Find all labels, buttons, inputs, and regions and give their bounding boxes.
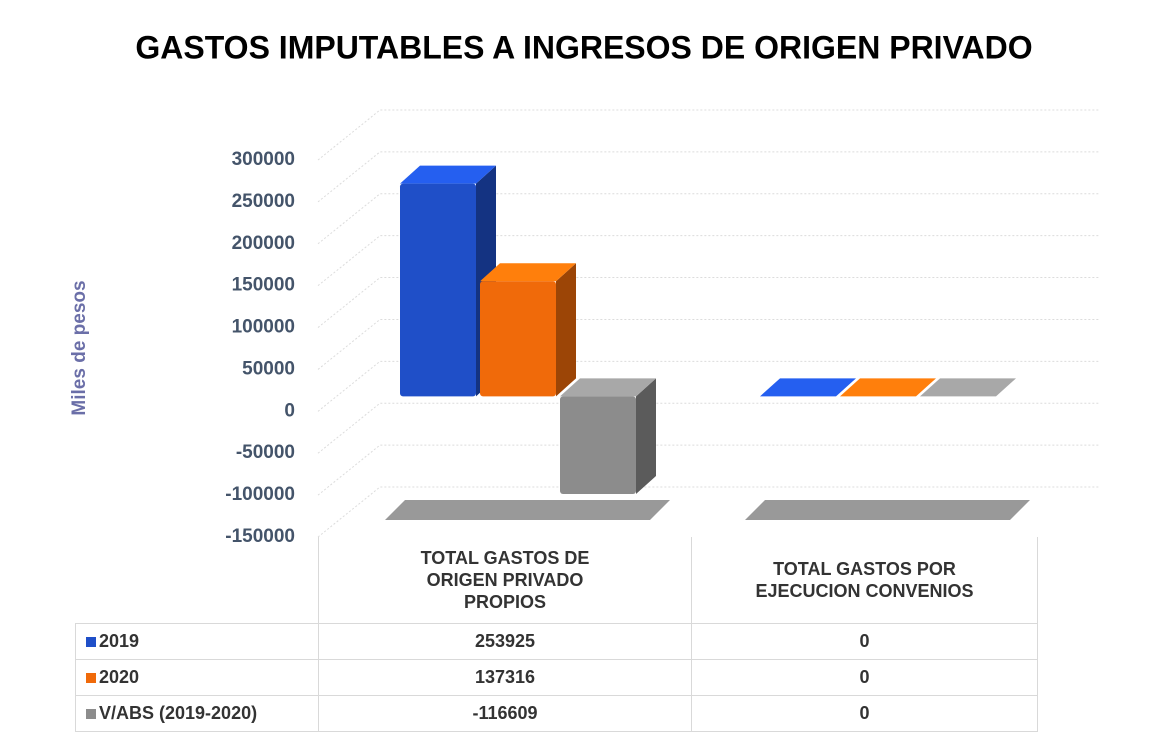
bar-top [760,378,856,397]
bar-top [920,378,1016,397]
table-row: V/ABS (2019-2020) -116609 0 [75,695,1038,732]
y-tick-label: 100000 [232,317,295,338]
value-cell: -116609 [318,695,692,732]
legend-label: V/ABS (2019-2020) [99,703,258,723]
value-cell: 253925 [318,623,692,660]
legend-cell: 2019 [75,623,319,660]
legend-cell: V/ABS (2019-2020) [75,695,319,732]
value-cell: 0 [691,695,1038,732]
grid-line [317,402,1100,454]
legend-key [86,709,96,719]
table-corner [76,537,319,624]
bar-top [840,378,936,397]
floor-shadow [385,500,670,520]
y-tick-label: 150000 [232,275,295,296]
legend-label: 2019 [99,631,140,651]
category-label: TOTAL GASTOS DE ORIGEN PRIVADO PROPIOS [420,548,590,612]
value-cell: 0 [691,623,1038,660]
legend-key [86,673,96,683]
bar [560,396,636,495]
bar-top [560,378,656,397]
legend-cell: 2020 [75,659,319,696]
table-header-cell: TOTAL GASTOS DE ORIGEN PRIVADO PROPIOS [318,537,692,624]
floor-shadow [745,500,1030,520]
legend-label: 2020 [99,667,140,687]
bar [480,281,556,397]
table-header-row: TOTAL GASTOS DE ORIGEN PRIVADO PROPIOS TO… [76,537,1038,624]
data-table: TOTAL GASTOS DE ORIGEN PRIVADO PROPIOS TO… [75,537,1038,732]
chart-title: GASTOS IMPUTABLES A INGRESOS DE ORIGEN P… [135,29,1032,65]
grid-line [317,109,1100,161]
y-tick-label: 250000 [232,191,295,212]
legend-key [86,637,96,647]
y-tick-label: -150000 [225,526,295,547]
y-tick-label: -100000 [225,484,295,505]
category-label: TOTAL GASTOS POR EJECUCION CONVENIOS [755,559,974,601]
bar-top [480,263,576,282]
y-axis-label: Miles de pesos [69,280,90,415]
bar-top [400,165,496,184]
bar-side [556,263,576,397]
bar [400,183,476,397]
value-cell: 0 [691,659,1038,696]
y-tick-label: -50000 [236,442,295,463]
y-tick-label: 300000 [232,149,295,170]
y-tick-label: 200000 [232,233,295,254]
grid-line [317,444,1100,496]
y-tick-label: 0 [284,400,295,421]
y-tick-label: 50000 [242,358,295,379]
value-cell: 137316 [318,659,692,696]
table-row: 2019 253925 0 [75,623,1038,660]
table-header-cell: TOTAL GASTOS POR EJECUCION CONVENIOS [691,537,1038,624]
bar-side [636,378,656,495]
table-row: 2020 137316 0 [75,659,1038,696]
